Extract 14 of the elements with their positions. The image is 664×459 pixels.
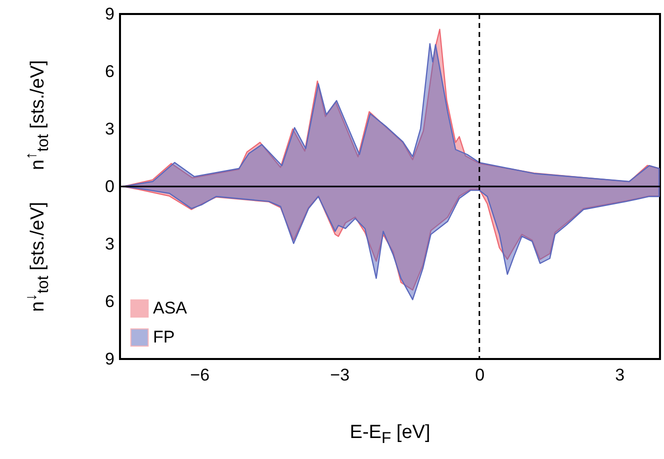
y-tick-label: 0 (105, 177, 114, 196)
y-tick-label: 9 (105, 350, 114, 368)
y-tick-label: 6 (105, 62, 114, 81)
x-axis-title: E-E$_{F}$ [eV] (348, 422, 432, 448)
y-tick-label: 9 (105, 4, 114, 24)
x-tick-label: −6 (190, 366, 210, 384)
y-tick-label: 3 (105, 120, 114, 138)
legend-label: FP (153, 328, 175, 346)
x-tick-label: 3 (615, 366, 625, 384)
y-tick-label: 6 (105, 292, 114, 311)
y-tick-label: 3 (105, 234, 114, 254)
legend-label: ASA (153, 298, 188, 318)
x-tick-label: 0 (475, 366, 485, 384)
x-tick-label: −3 (330, 366, 350, 384)
